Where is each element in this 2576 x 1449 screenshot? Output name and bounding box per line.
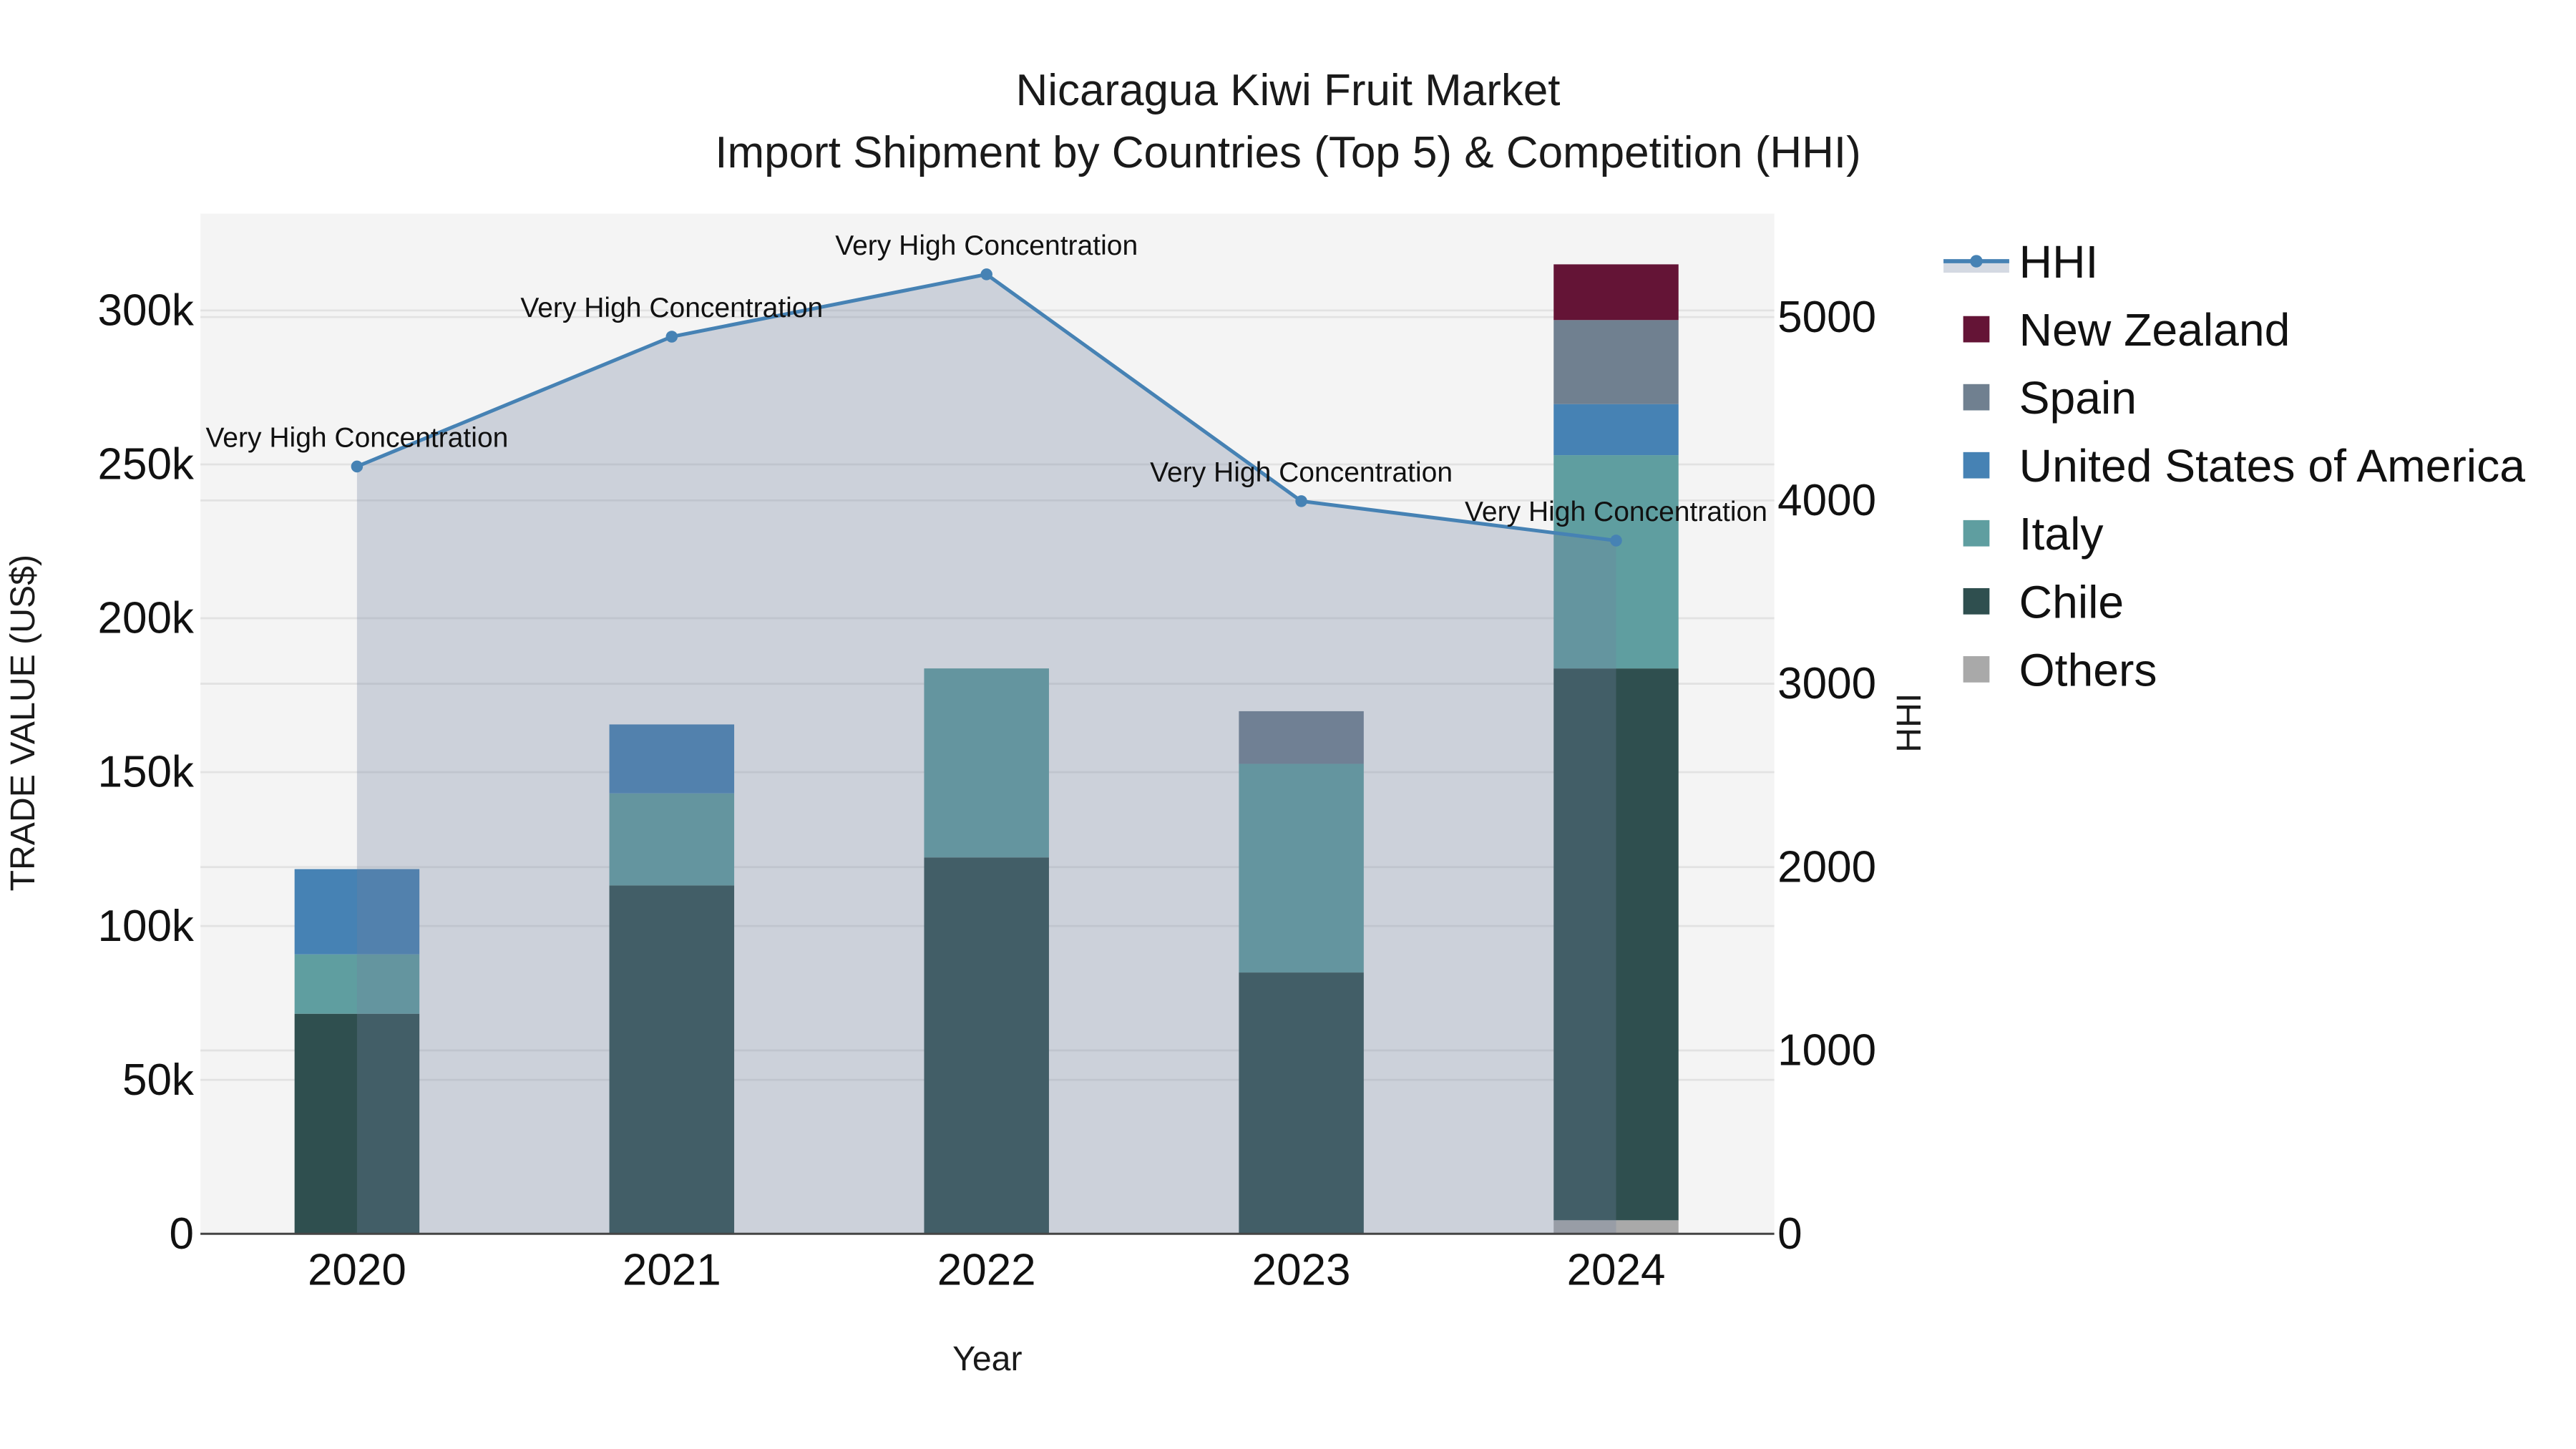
y2-tick-label: 5000 (1777, 293, 1876, 342)
y2-axis-title: HHI (1890, 693, 1928, 753)
bar-segment-united-states-of-america[interactable] (294, 869, 420, 955)
x-tick-label: 2020 (308, 1245, 406, 1294)
legend-item-italy[interactable]: Italy (1963, 508, 2104, 560)
legend-swatch-icon (1963, 519, 1990, 547)
legend-item-others[interactable]: Others (1963, 644, 2157, 696)
legend: HHI New Zealand Spain United States of Amer… (1943, 236, 2525, 696)
y2-tick-label: 2000 (1777, 842, 1876, 892)
y-axis-title: TRADE VALUE (US$) (4, 555, 42, 892)
hhi-fill-area (356, 274, 1616, 1234)
x-axis-ticks: 2020 2021 2022 2023 2024 (308, 1245, 1665, 1294)
legend-label: Italy (2019, 508, 2104, 560)
x-tick-label: 2024 (1567, 1245, 1666, 1294)
hhi-marker[interactable] (1610, 535, 1622, 547)
hhi-annotation: Very High Concentration (1150, 457, 1453, 488)
legend-swatch-icon (1963, 655, 1990, 683)
bar-segment-others[interactable] (1553, 1220, 1679, 1234)
legend-label: HHI (2019, 236, 2099, 288)
bar-segment-spain[interactable] (1553, 320, 1679, 404)
bar-segment-italy[interactable] (924, 668, 1049, 858)
hhi-annotation: Very High Concentration (205, 422, 508, 453)
legend-item-chile[interactable]: Chile (1963, 576, 2124, 628)
hhi-annotation: Very High Concentration (835, 230, 1138, 261)
bar-segment-italy[interactable] (1239, 763, 1364, 973)
bar-segment-chile[interactable] (1553, 668, 1679, 1221)
chart-title: Nicaragua Kiwi Fruit Market (1015, 66, 1560, 115)
legend-label: United States of America (2019, 440, 2526, 492)
bar-segment-italy[interactable] (609, 793, 735, 886)
legend-label: Chile (2019, 576, 2124, 628)
legend-item-hhi[interactable]: HHI (1943, 236, 2098, 288)
bar-segment-italy[interactable] (294, 954, 420, 1014)
legend-item-united-states-of-america[interactable]: United States of America (1963, 440, 2526, 492)
y-tick-label: 300k (98, 286, 195, 336)
legend-swatch-icon (1963, 587, 1990, 615)
legend-swatch-icon (1963, 384, 1990, 411)
bar-segment-spain[interactable] (1239, 711, 1364, 764)
bar-segment-italy[interactable] (1553, 455, 1679, 669)
hhi-line (351, 268, 1622, 547)
legend-marker-icon (1970, 255, 1983, 268)
y2-axis-ticks: 0 1000 2000 3000 4000 5000 (1777, 293, 1876, 1259)
bar-series (294, 264, 1679, 1234)
y2-tick-label: 3000 (1777, 659, 1876, 708)
legend-item-spain[interactable]: Spain (1963, 372, 2137, 424)
hhi-marker[interactable] (1295, 495, 1307, 507)
chart-subtitle: Import Shipment by Countries (Top 5) & C… (715, 128, 1860, 177)
x-tick-label: 2021 (623, 1245, 721, 1294)
bar-segment-chile[interactable] (924, 857, 1049, 1234)
bar-segment-new-zealand[interactable] (1553, 264, 1679, 321)
legend-swatch-icon (1963, 316, 1990, 343)
x-tick-label: 2023 (1252, 1245, 1351, 1294)
legend-swatch-icon (1963, 452, 1990, 479)
y-axis-ticks: 0 50k 100k 150k 200k 250k 300k (98, 286, 195, 1259)
hhi-annotations: Very High Concentration Very High Concent… (205, 230, 1767, 527)
bar-segment-chile[interactable] (1239, 972, 1364, 1234)
legend-label: Spain (2019, 372, 2137, 424)
y-tick-label: 100k (98, 902, 195, 951)
legend-item-new-zealand[interactable]: New Zealand (1963, 304, 2290, 356)
x-axis-title: Year (952, 1340, 1022, 1378)
legend-label: New Zealand (2019, 304, 2290, 356)
hhi-marker[interactable] (980, 268, 992, 280)
y-tick-label: 250k (98, 440, 195, 489)
hhi-annotation: Very High Concentration (1465, 497, 1767, 527)
y-tick-label: 0 (169, 1209, 193, 1259)
y-tick-label: 150k (98, 748, 195, 797)
hhi-annotation: Very High Concentration (520, 293, 823, 323)
y-tick-label: 200k (98, 594, 195, 643)
legend-label: Others (2019, 644, 2157, 696)
x-tick-label: 2022 (937, 1245, 1036, 1294)
bar-segment-united-states-of-america[interactable] (609, 724, 735, 794)
y-tick-label: 50k (122, 1055, 195, 1105)
hhi-marker[interactable] (665, 331, 678, 343)
bar-segment-chile[interactable] (609, 885, 735, 1234)
bar-segment-chile[interactable] (294, 1013, 420, 1234)
y2-tick-label: 1000 (1777, 1026, 1876, 1075)
bar-segment-united-states-of-america[interactable] (1553, 404, 1679, 456)
y2-tick-label: 0 (1777, 1209, 1802, 1259)
hhi-area (356, 274, 1616, 1234)
y2-tick-label: 4000 (1777, 476, 1876, 525)
hhi-marker[interactable] (351, 460, 364, 473)
